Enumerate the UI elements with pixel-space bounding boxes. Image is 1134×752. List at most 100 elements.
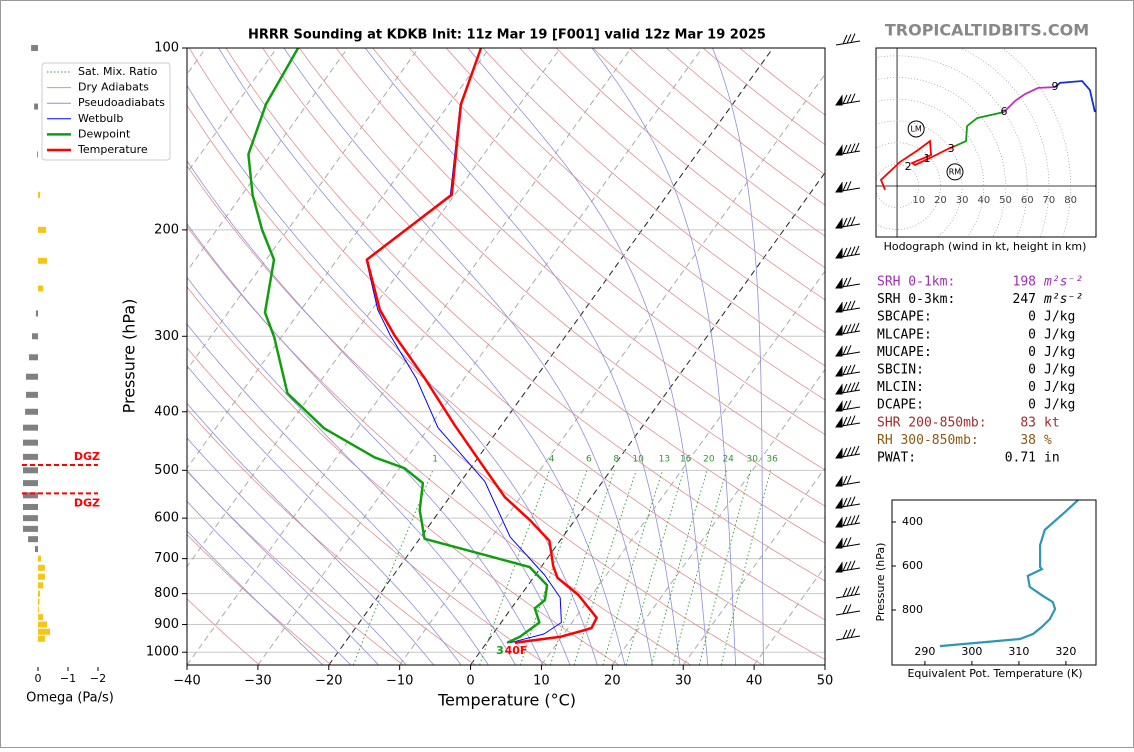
mixing-ratio-label: 6 <box>586 455 592 465</box>
index-label: MUCAPE: <box>877 345 932 360</box>
omega-bar <box>23 467 38 473</box>
omega-bar <box>38 636 45 642</box>
omega-bar <box>38 629 50 635</box>
index-unit: % <box>1044 433 1052 448</box>
mixing-ratio-label: 36 <box>766 455 778 465</box>
omega-bar <box>31 45 38 51</box>
height-label: 9 <box>1051 80 1058 93</box>
omega-bar <box>23 504 38 510</box>
index-label: MLCIN: <box>877 380 924 395</box>
surface-label: 40F <box>505 644 528 657</box>
y-tick-label: 100 <box>154 41 179 56</box>
thetae-y-tick-label: 800 <box>902 603 923 616</box>
chart-title: HRRR Sounding at KDKB Init: 11z Mar 19 [… <box>248 28 766 43</box>
index-label: SBCAPE: <box>877 310 932 325</box>
index-unit: J/kg <box>1044 363 1075 378</box>
y-tick-label: 800 <box>154 586 179 601</box>
y-axis-label: Pressure (hPa) <box>120 299 139 414</box>
index-unit: J/kg <box>1044 310 1075 325</box>
thetae-x-tick-label: 290 <box>914 645 935 658</box>
omega-bar <box>38 285 43 291</box>
height-label: 6 <box>1001 105 1008 118</box>
y-tick-label: 500 <box>154 463 179 478</box>
index-unit: in <box>1044 451 1060 466</box>
omega-bar <box>38 622 47 628</box>
mixing-ratio-label: 16 <box>680 455 692 465</box>
omega-bar <box>26 392 38 398</box>
x-tick-label: 30 <box>675 674 692 689</box>
x-tick-label: 0 <box>466 674 474 689</box>
height-label: 3 <box>948 142 955 155</box>
thetae-x-tick-label: 310 <box>1008 645 1029 658</box>
index-label: DCAPE: <box>877 398 924 413</box>
omega-tick-label: −1 <box>60 672 76 685</box>
index-value: 0 <box>1028 380 1036 395</box>
index-unit: kt <box>1044 415 1060 430</box>
omega-bar <box>28 536 38 542</box>
x-axis-label: Temperature (°C) <box>437 691 576 710</box>
omega-bar <box>38 599 40 605</box>
legend-label: Wetbulb <box>78 112 123 125</box>
omega-bar <box>23 526 38 532</box>
hodo-ring-label: 40 <box>977 195 990 206</box>
index-value: 83 <box>1020 415 1036 430</box>
hodo-ring-label: 60 <box>1021 195 1034 206</box>
omega-bar <box>26 374 38 380</box>
omega-axis-label: Omega (Pa/s) <box>26 691 114 706</box>
omega-bar <box>25 409 38 415</box>
index-value: 0 <box>1028 327 1036 342</box>
y-tick-label: 600 <box>154 511 179 526</box>
dgz-label: DGZ <box>74 496 100 509</box>
hodo-ring-label: 50 <box>999 195 1012 206</box>
thetae-x-tick-label: 300 <box>961 645 982 658</box>
hodo-ring-label: 10 <box>912 195 925 206</box>
brand: TROPICALTIDBITS.COM <box>885 21 1089 40</box>
mixing-ratio-label: 13 <box>659 455 670 465</box>
legend-label: Dewpoint <box>78 127 131 140</box>
omega-bar <box>38 565 45 571</box>
omega-bar <box>29 354 38 360</box>
y-tick-label: 900 <box>154 617 179 632</box>
mixing-ratio-label: 24 <box>722 455 734 465</box>
omega-bar <box>38 607 39 613</box>
index-unit: m²s⁻² <box>1043 275 1083 290</box>
omega-bar <box>23 454 38 460</box>
index-unit: m²s⁻² <box>1043 292 1083 307</box>
index-value: 247 <box>1013 292 1036 307</box>
omega-bar <box>35 546 38 552</box>
y-tick-label: 300 <box>154 329 179 344</box>
index-value: 38 <box>1020 433 1036 448</box>
thetae-y-tick-label: 400 <box>902 515 923 528</box>
index-value: 0 <box>1028 363 1036 378</box>
x-tick-label: 50 <box>817 674 834 689</box>
hodo-ring-label: 20 <box>934 195 947 206</box>
index-label: PWAT: <box>877 451 916 466</box>
index-value: 0 <box>1028 398 1036 413</box>
mixing-ratio-label: 10 <box>632 455 644 465</box>
storm-motion-label: LM <box>910 124 921 133</box>
y-tick-label: 1000 <box>146 645 179 660</box>
mixing-ratio-label: 8 <box>613 455 619 465</box>
x-tick-label: −40 <box>173 674 200 689</box>
thetae-x-tick-label: 320 <box>1055 645 1076 658</box>
thetae-x-label: Equivalent Pot. Temperature (K) <box>907 667 1082 680</box>
index-unit: J/kg <box>1044 398 1075 413</box>
index-value: 0.71 <box>1005 451 1036 466</box>
y-tick-label: 700 <box>154 551 179 566</box>
omega-bar <box>38 258 47 264</box>
y-tick-label: 200 <box>154 222 179 237</box>
mixing-ratio-label: 4 <box>549 455 555 465</box>
thetae-y-label: Pressure (hPa) <box>874 543 887 622</box>
omega-bar <box>23 515 38 521</box>
storm-motion-label: RM <box>949 167 962 176</box>
index-unit: J/kg <box>1044 327 1075 342</box>
index-unit: J/kg <box>1044 380 1075 395</box>
y-tick-label: 400 <box>154 404 179 419</box>
omega-bar <box>23 440 38 446</box>
surface-label: 3 <box>496 644 504 657</box>
legend-label: Sat. Mix. Ratio <box>78 65 158 78</box>
omega-bar <box>23 480 38 486</box>
index-value: 198 <box>1013 275 1036 290</box>
omega-bar <box>38 574 45 580</box>
